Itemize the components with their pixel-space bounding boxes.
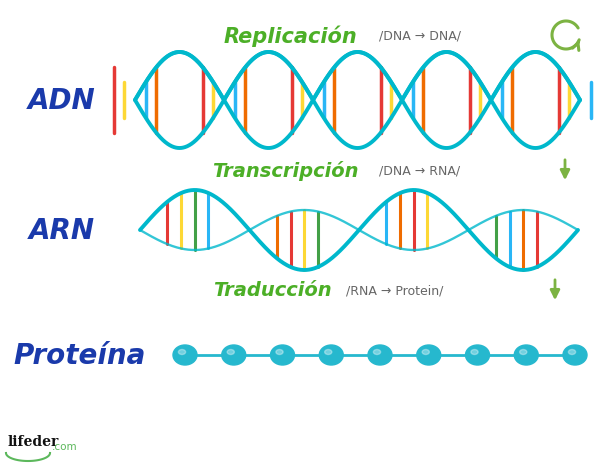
Ellipse shape: [319, 345, 343, 365]
Ellipse shape: [173, 345, 197, 365]
Text: /RNA → Protein/: /RNA → Protein/: [346, 284, 443, 297]
Ellipse shape: [422, 350, 430, 355]
Ellipse shape: [325, 350, 332, 355]
Ellipse shape: [568, 350, 575, 355]
Text: /DNA → RNA/: /DNA → RNA/: [379, 164, 461, 177]
Text: ADN: ADN: [28, 87, 96, 115]
Ellipse shape: [271, 345, 295, 365]
Ellipse shape: [222, 345, 246, 365]
Ellipse shape: [471, 350, 478, 355]
Ellipse shape: [368, 345, 392, 365]
Text: ARN: ARN: [29, 217, 95, 244]
Text: Transcripción: Transcripción: [212, 161, 358, 181]
Ellipse shape: [563, 345, 587, 365]
Ellipse shape: [466, 345, 490, 365]
Ellipse shape: [178, 350, 185, 355]
Ellipse shape: [520, 350, 527, 355]
Text: .com: .com: [52, 441, 77, 451]
Text: lifeder: lifeder: [8, 434, 59, 448]
Ellipse shape: [373, 350, 380, 355]
Ellipse shape: [514, 345, 538, 365]
Text: Replicación: Replicación: [223, 25, 357, 47]
Ellipse shape: [276, 350, 283, 355]
Text: /DNA → DNA/: /DNA → DNA/: [379, 30, 461, 43]
Text: Proteína: Proteína: [14, 341, 146, 369]
Ellipse shape: [227, 350, 235, 355]
Text: Traducción: Traducción: [212, 281, 331, 300]
Ellipse shape: [417, 345, 441, 365]
